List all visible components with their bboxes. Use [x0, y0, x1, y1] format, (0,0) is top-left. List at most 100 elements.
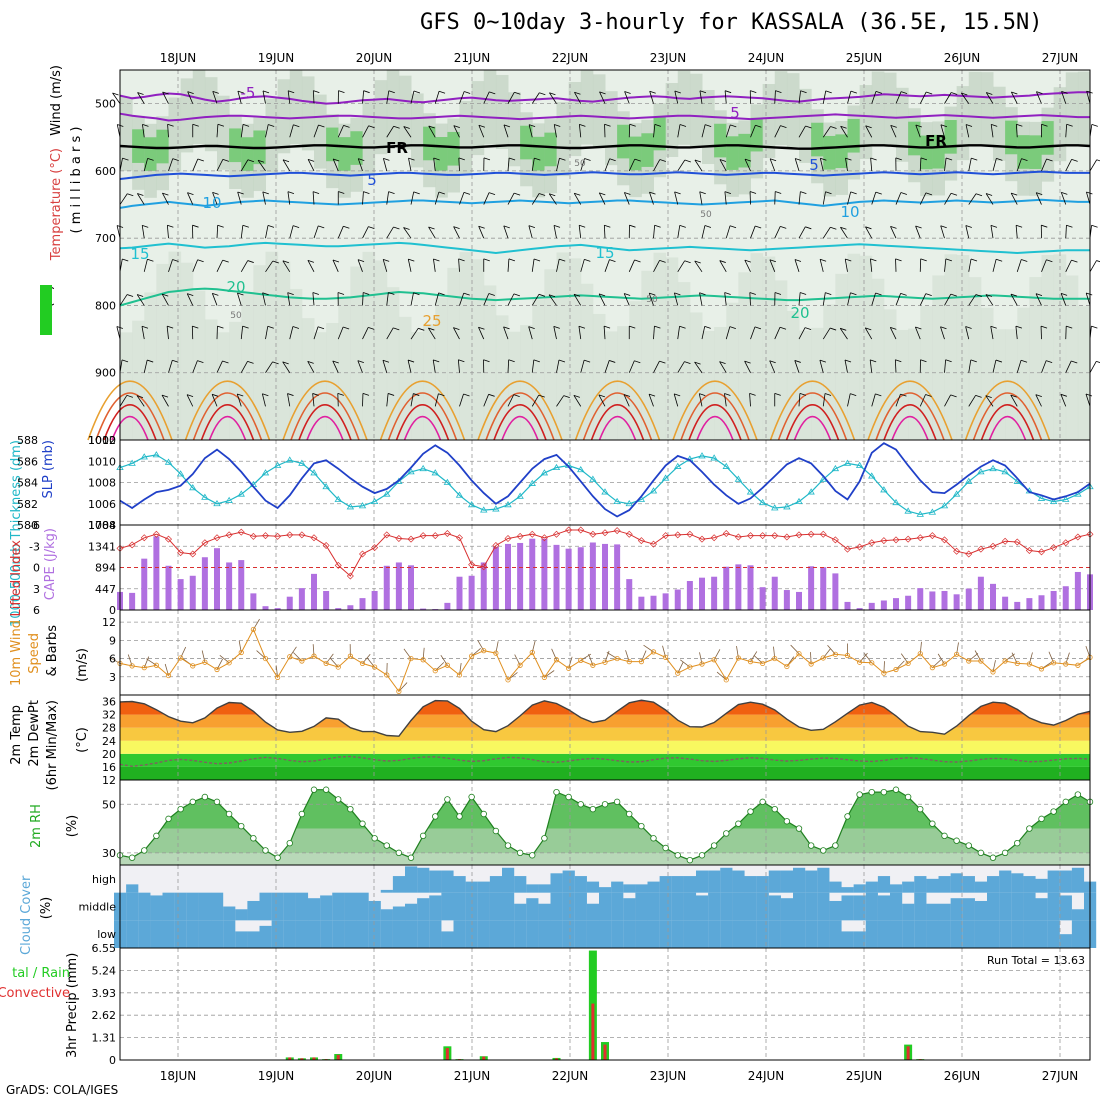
wind-barb [240, 159, 249, 172]
wind-barb [548, 193, 557, 205]
rh2m-point [419, 832, 427, 840]
low-level-isotherm [485, 392, 555, 441]
wind-barb [143, 158, 149, 172]
low-level-isotherm [582, 392, 653, 441]
slp-line [119, 442, 1091, 518]
cloud-bar-high [732, 870, 745, 893]
contour-label: 5 [730, 104, 740, 122]
wind-barb-flag [730, 124, 737, 128]
cloud-bar-high [429, 870, 442, 893]
cape-bar [298, 588, 305, 610]
rh2m-point [383, 842, 390, 849]
li-point [831, 536, 839, 544]
wind-barb-flag [744, 360, 751, 364]
wind-barb-flag [820, 157, 827, 161]
rh2m-point [1050, 808, 1057, 815]
cloud-bar-low [320, 920, 333, 948]
cloud-bar-middle [987, 892, 1000, 921]
rh2m-point [1001, 849, 1009, 857]
thickness-point [831, 464, 840, 472]
thickness-point [734, 475, 743, 482]
wind-barb-flag [890, 226, 897, 229]
wind10-point [214, 666, 220, 673]
wind-barb-flag [237, 191, 244, 195]
wind-barb [603, 225, 606, 239]
rh-shade-cell [495, 74, 509, 149]
wind-barb-flag [1035, 394, 1042, 398]
wind-barb [744, 259, 751, 272]
wind-barb-flag [408, 157, 415, 161]
cape-bar [880, 600, 887, 610]
cape-bar [529, 538, 536, 610]
cloud-bar-high [671, 876, 684, 893]
low-level-isotherm [574, 380, 661, 441]
wind-barb [187, 91, 194, 104]
wind-barb-flag [137, 294, 144, 297]
wind-barb-flag [112, 92, 119, 96]
precip-conv-bar [603, 1044, 607, 1060]
cloud-bar-middle [356, 892, 369, 921]
cloud-bar-middle [368, 900, 381, 921]
wind-barb [628, 158, 636, 172]
wind-barb [337, 326, 344, 340]
low-level-isotherm [793, 416, 832, 441]
wind-barb [749, 292, 751, 306]
wind10-point [844, 652, 851, 659]
temp2m-unit: (°C) [75, 727, 90, 753]
wind-barb [719, 159, 727, 172]
wind-barb-flag [222, 158, 230, 162]
wind-barb-flag [197, 158, 204, 162]
cloud-bar-middle [417, 898, 430, 921]
wind-barb [701, 124, 706, 138]
wind-barb [386, 191, 389, 205]
wind-barb-flag [975, 294, 982, 297]
wind-barb-flag [383, 258, 390, 262]
rh2m-tick: 30 [102, 847, 116, 860]
wind-barb [1065, 225, 1067, 239]
wind-barb-flag [343, 225, 350, 229]
low-level-isotherm [777, 392, 848, 441]
rh-shade-cell [217, 95, 230, 170]
date-label-top: 22JUN [552, 51, 589, 65]
wind-barb-flag [559, 157, 566, 161]
upper-wind-label: Wind (m/s) [49, 65, 64, 136]
wind-barb-flag [363, 191, 370, 194]
wind-barb-flag [332, 360, 339, 364]
rh-shade-cell [605, 91, 618, 166]
cloud-bar-middle [332, 892, 345, 921]
wind-barb-flag [694, 159, 702, 163]
wind-barb [794, 259, 800, 272]
wind-barb-flag [317, 326, 325, 330]
wind10-point [687, 664, 693, 670]
wind-barb [531, 158, 535, 171]
cloud-bar-middle [247, 900, 260, 921]
wind-barb-flag [508, 258, 516, 262]
wind-barb [719, 260, 727, 273]
cloud-bar-low [902, 920, 915, 948]
cloud-bar-middle [974, 900, 988, 921]
wind-barb-flag [121, 359, 129, 363]
cloud-bar-middle [938, 903, 951, 921]
rh2m-point [892, 786, 900, 793]
precip-tick: 5.24 [92, 964, 117, 977]
cloud-bar-middle [1011, 892, 1024, 921]
cloud-bar-low [877, 920, 891, 948]
wind-barb-flag [824, 393, 832, 396]
cloud-bar-low [1023, 920, 1036, 948]
wind-barb [457, 359, 460, 373]
wind-barb [774, 90, 776, 104]
wind-barb [265, 124, 269, 138]
wind-barb-flag [332, 259, 340, 263]
wind-barb [556, 259, 560, 272]
rh-shade-cell [629, 301, 642, 440]
wind-barb-flag [187, 91, 194, 95]
wind-barb [750, 326, 756, 340]
low-level-isotherm [891, 416, 929, 441]
wind-barb [844, 258, 848, 272]
wind-barb [965, 326, 970, 340]
wind-barb-flag [212, 191, 219, 195]
wind-barb-flag [287, 393, 294, 396]
wind-barb-flag [313, 90, 320, 94]
wind-barb-flag [609, 259, 616, 262]
wind-barb-flag [629, 224, 636, 228]
